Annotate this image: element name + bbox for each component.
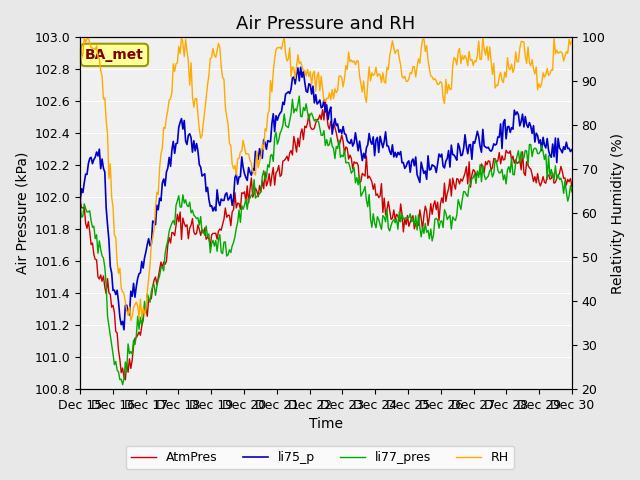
RH bbox=[568, 38, 576, 44]
Line: AtmPres: AtmPres bbox=[80, 100, 572, 380]
AtmPres bbox=[241, 189, 248, 195]
RH bbox=[543, 66, 551, 72]
AtmPres bbox=[249, 194, 257, 200]
RH bbox=[242, 151, 250, 157]
li77_pres bbox=[241, 202, 248, 208]
AtmPres bbox=[122, 377, 129, 383]
li75_p bbox=[120, 327, 128, 333]
RH bbox=[76, 59, 84, 64]
li77_pres bbox=[138, 322, 146, 328]
li75_p bbox=[292, 72, 300, 77]
Y-axis label: Air Pressure (kPa): Air Pressure (kPa) bbox=[15, 152, 29, 275]
li75_p bbox=[241, 171, 248, 177]
Y-axis label: Relativity Humidity (%): Relativity Humidity (%) bbox=[611, 133, 625, 294]
li77_pres bbox=[224, 252, 232, 258]
Legend: AtmPres, li75_p, li77_pres, RH: AtmPres, li75_p, li77_pres, RH bbox=[126, 446, 514, 469]
Title: Air Pressure and RH: Air Pressure and RH bbox=[236, 15, 415, 33]
Line: li75_p: li75_p bbox=[80, 67, 572, 330]
X-axis label: Time: Time bbox=[309, 418, 343, 432]
li75_p bbox=[297, 64, 305, 70]
RH bbox=[250, 170, 258, 176]
RH bbox=[294, 52, 302, 58]
li77_pres bbox=[249, 192, 257, 198]
RH bbox=[226, 141, 234, 146]
li77_pres bbox=[292, 108, 300, 114]
Line: li77_pres: li77_pres bbox=[80, 96, 572, 384]
li75_p bbox=[224, 197, 232, 203]
RH bbox=[140, 305, 147, 311]
li77_pres bbox=[119, 382, 127, 387]
li77_pres bbox=[296, 93, 303, 99]
li75_p bbox=[568, 147, 576, 153]
li75_p bbox=[138, 259, 146, 264]
RH bbox=[127, 318, 134, 324]
li75_p bbox=[543, 136, 551, 142]
AtmPres bbox=[568, 184, 576, 190]
Line: RH: RH bbox=[80, 37, 572, 321]
li77_pres bbox=[76, 200, 84, 206]
AtmPres bbox=[76, 196, 84, 202]
AtmPres bbox=[543, 173, 551, 179]
RH bbox=[81, 35, 88, 40]
li75_p bbox=[249, 166, 257, 172]
AtmPres bbox=[321, 97, 329, 103]
li77_pres bbox=[543, 177, 551, 182]
li77_pres bbox=[568, 189, 576, 195]
AtmPres bbox=[224, 212, 232, 218]
AtmPres bbox=[292, 149, 300, 155]
Text: BA_met: BA_met bbox=[85, 48, 144, 62]
AtmPres bbox=[138, 323, 146, 329]
li75_p bbox=[76, 199, 84, 205]
